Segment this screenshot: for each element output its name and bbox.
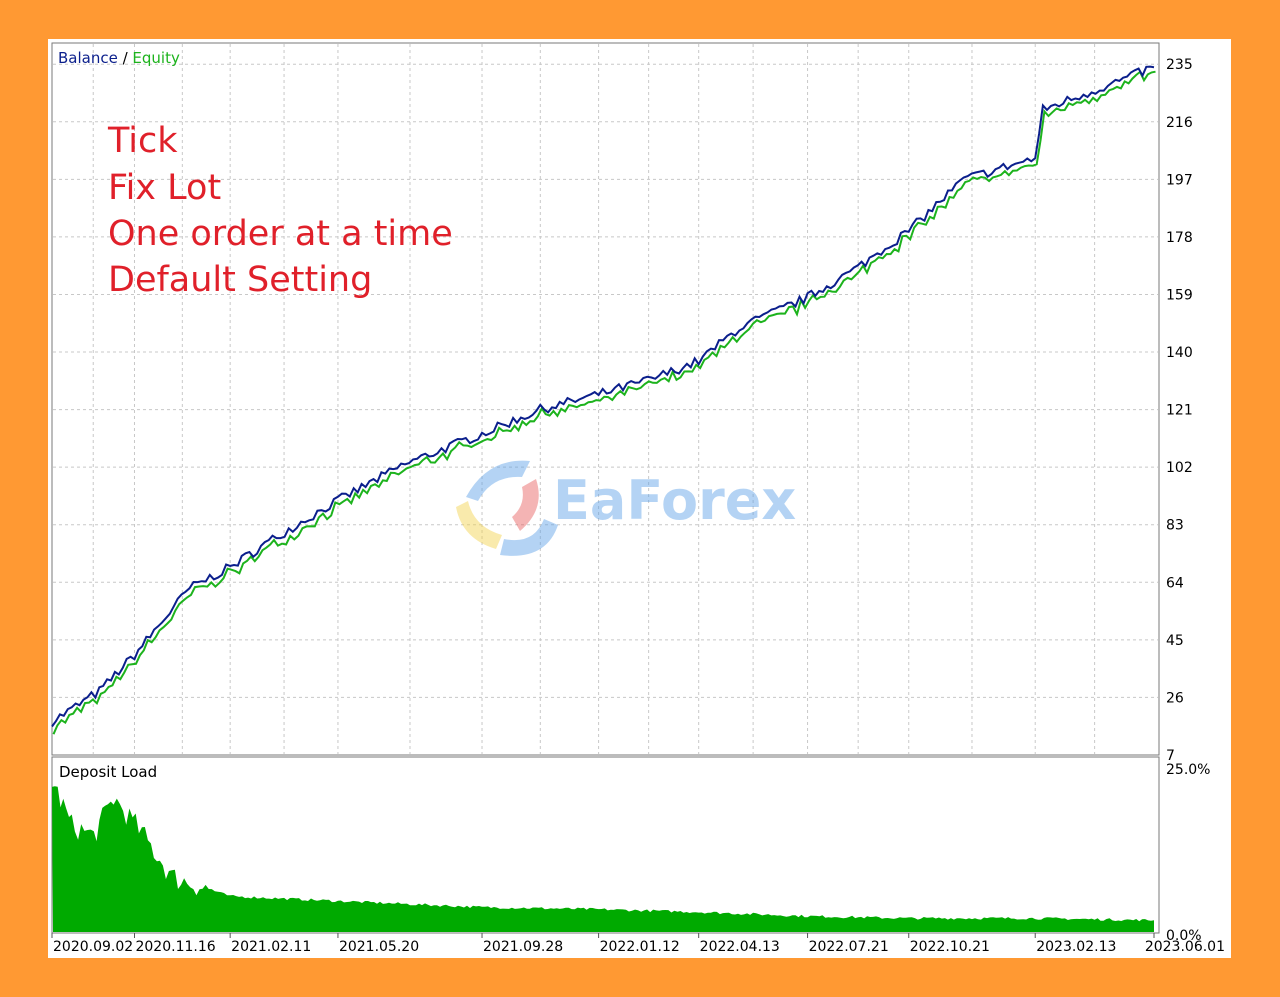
deposit-load-area <box>52 786 1154 932</box>
backtest-chart: 235 216 197 178 159 140 121 102 83 64 45 26 7 Tick F… <box>51 42 1225 955</box>
y-tick-label: 235 <box>1166 57 1193 73</box>
annotation-one-order: One order at a time <box>108 214 453 254</box>
x-tick-label: 2020.11.16 <box>135 939 215 955</box>
eaforex-watermark: EaForex <box>456 460 796 556</box>
equity-line <box>52 70 1156 735</box>
annotation-tick: Tick <box>107 121 178 161</box>
y-tick-label: 26 <box>1166 690 1184 706</box>
x-tick-label: 2022.10.21 <box>910 939 990 955</box>
eaforex-logo-icon <box>456 460 558 556</box>
legend-equity: Equity <box>132 49 180 67</box>
y-tick-label: 64 <box>1166 575 1184 591</box>
balance-grid <box>53 44 1158 754</box>
y-tick-label: 178 <box>1166 230 1193 246</box>
date-axis: 2020.09.02 2020.11.16 2021.02.11 2021.05.20… <box>51 933 1225 955</box>
y-tick-label: 25.0% <box>1166 762 1210 778</box>
y-tick-label: 216 <box>1166 115 1193 131</box>
deposit-load-title: Deposit Load <box>59 763 157 781</box>
legend-balance: Balance <box>58 49 118 67</box>
annotation-block: Tick Fix Lot One order at a time Default… <box>107 121 453 300</box>
chart-legend: Balance / Equity <box>58 49 180 67</box>
deposit-load-y-axis: 25.0% 0.0% <box>1166 762 1210 944</box>
watermark-text: EaForex <box>553 469 796 532</box>
y-tick-label: 159 <box>1166 287 1193 303</box>
legend-separator: / <box>118 49 133 67</box>
y-tick-label: 102 <box>1166 460 1193 476</box>
x-tick-label: 2021.09.28 <box>483 939 563 955</box>
balance-plot-area <box>51 42 1160 756</box>
balance-y-axis: 235 216 197 178 159 140 121 102 83 64 45 26 7 <box>1166 57 1193 764</box>
y-tick-label: 140 <box>1166 345 1193 361</box>
x-tick-label: 2022.01.12 <box>600 939 680 955</box>
x-tick-label: 2023.06.01 <box>1145 939 1225 955</box>
y-tick-label: 45 <box>1166 633 1184 649</box>
x-tick-label: 2023.02.13 <box>1036 939 1116 955</box>
y-tick-label: 0.0% <box>1166 928 1202 944</box>
annotation-fix-lot: Fix Lot <box>108 168 221 208</box>
x-tick-label: 2022.04.13 <box>700 939 780 955</box>
strategy-report-panel: 235 216 197 178 159 140 121 102 83 64 45 26 7 Tick F… <box>48 39 1231 958</box>
x-tick-label: 2022.07.21 <box>809 939 889 955</box>
annotation-default-setting: Default Setting <box>108 260 372 300</box>
y-tick-label: 83 <box>1166 518 1184 534</box>
y-tick-label: 121 <box>1166 403 1193 419</box>
balance-line <box>51 65 1155 728</box>
x-tick-label: 2021.02.11 <box>231 939 311 955</box>
y-tick-label: 7 <box>1166 748 1175 764</box>
y-tick-label: 197 <box>1166 172 1193 188</box>
x-tick-label: 2021.05.20 <box>339 939 419 955</box>
x-tick-label: 2020.09.02 <box>53 939 133 955</box>
